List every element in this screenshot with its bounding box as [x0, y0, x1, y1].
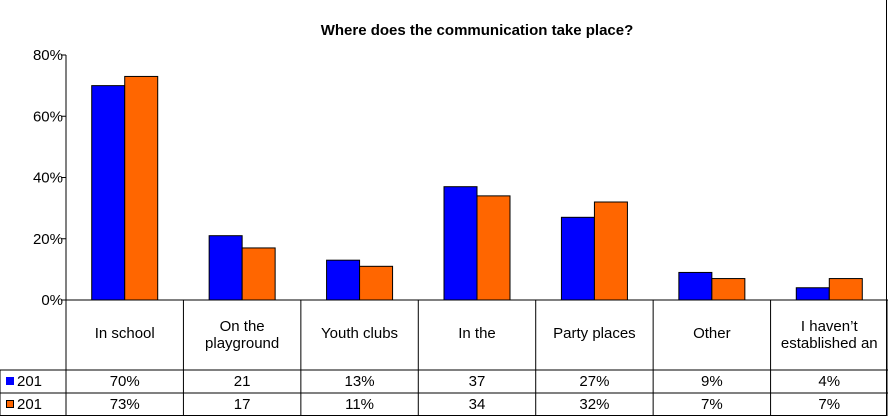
category-label: Party places: [553, 325, 636, 342]
chart-title: Where does the communication take place?: [320, 22, 634, 39]
category-label: In the: [458, 325, 496, 342]
legend-entry: 201: [6, 394, 42, 415]
y-tick-label: 60%: [33, 108, 63, 125]
legend-swatch: [6, 377, 14, 386]
data-cell-series2: 32%: [579, 396, 610, 413]
bar-series2-2: [359, 265, 394, 301]
data-cell-series2: 7%: [701, 396, 723, 413]
bar-series2-6: [828, 278, 863, 301]
data-cell-series1: 4%: [818, 373, 841, 390]
bar-series2-4: [593, 201, 628, 301]
y-tick-label: 20%: [33, 231, 63, 248]
data-cell-series1: 37: [468, 373, 486, 390]
legend-label: 201: [17, 396, 43, 413]
category-label: In school: [94, 325, 155, 342]
data-cell-series2: 7%: [818, 396, 841, 413]
bar-series1-4: [560, 216, 595, 301]
bar-series2-0: [124, 75, 159, 301]
data-cell-series2: 11%: [345, 396, 375, 413]
legend-label: 201: [17, 373, 43, 390]
category-label: On the playground: [205, 318, 280, 352]
data-cell-series1: 9%: [701, 373, 723, 390]
bar-series1-6: [795, 287, 830, 301]
legend-entry: 201: [6, 371, 42, 392]
bar-series1-3: [443, 186, 478, 301]
data-cell-series2: 17: [233, 396, 251, 413]
category-label: I haven’t established an: [780, 318, 878, 352]
bar-series1-1: [208, 235, 243, 301]
y-tick-label: 40%: [33, 170, 63, 187]
y-tick-label: 80%: [33, 47, 63, 64]
bar-series2-5: [711, 278, 746, 301]
bar-series2-1: [241, 247, 276, 301]
bar-series1-0: [91, 85, 126, 301]
category-label: Youth clubs: [321, 325, 399, 342]
bar-series1-5: [678, 271, 713, 301]
data-cell-series2: 34: [468, 396, 486, 413]
data-cell-series1: 21: [233, 373, 251, 390]
data-cell-series1: 13%: [344, 373, 375, 390]
category-label: Other: [693, 325, 731, 342]
bar-series1-2: [326, 259, 361, 301]
y-tick-label: 0%: [41, 292, 63, 309]
bar-series2-3: [476, 195, 511, 301]
data-cell-series1: 27%: [579, 373, 610, 390]
data-cell-series2: 73%: [109, 396, 140, 413]
data-cell-series1: 70%: [109, 373, 140, 390]
legend-swatch: [6, 400, 14, 409]
